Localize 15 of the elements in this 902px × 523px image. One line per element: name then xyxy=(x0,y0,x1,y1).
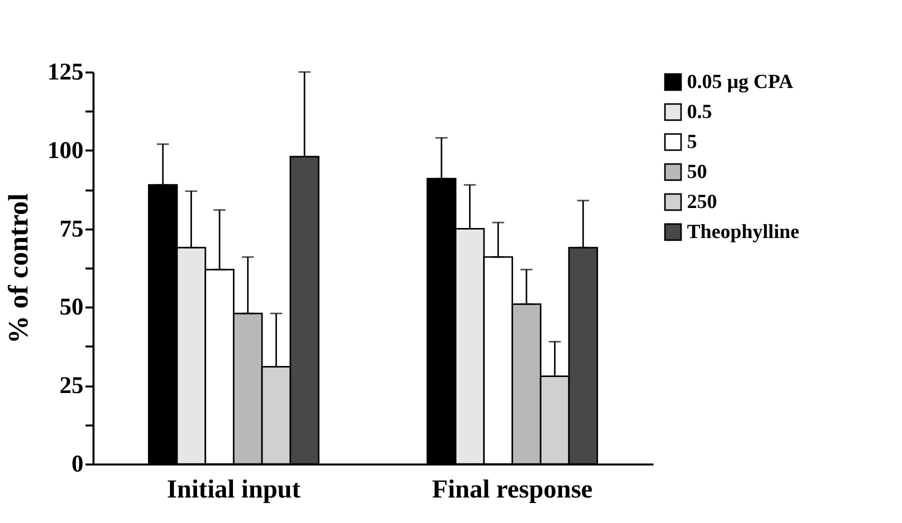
y-tick-label: 75 xyxy=(60,216,84,242)
x-tick-label: Final response xyxy=(432,474,593,504)
legend-label: 5 xyxy=(687,131,697,153)
legend-label: 50 xyxy=(687,161,707,183)
x-tick-label: Initial input xyxy=(166,474,301,504)
legend-label: 250 xyxy=(687,191,717,213)
y-tick-label: 0 xyxy=(72,452,84,478)
y-tick-label: 50 xyxy=(60,294,84,321)
y-axis-title: % of control xyxy=(4,193,34,344)
legend-label: Theophylline xyxy=(687,221,800,243)
y-tick-label: 125 xyxy=(48,60,84,86)
legend-label: 0.05 µg CPA xyxy=(687,71,794,93)
legend-label: 0.5 xyxy=(687,101,712,123)
y-tick-label: 25 xyxy=(60,373,84,400)
y-tick-label: 100 xyxy=(48,138,84,164)
